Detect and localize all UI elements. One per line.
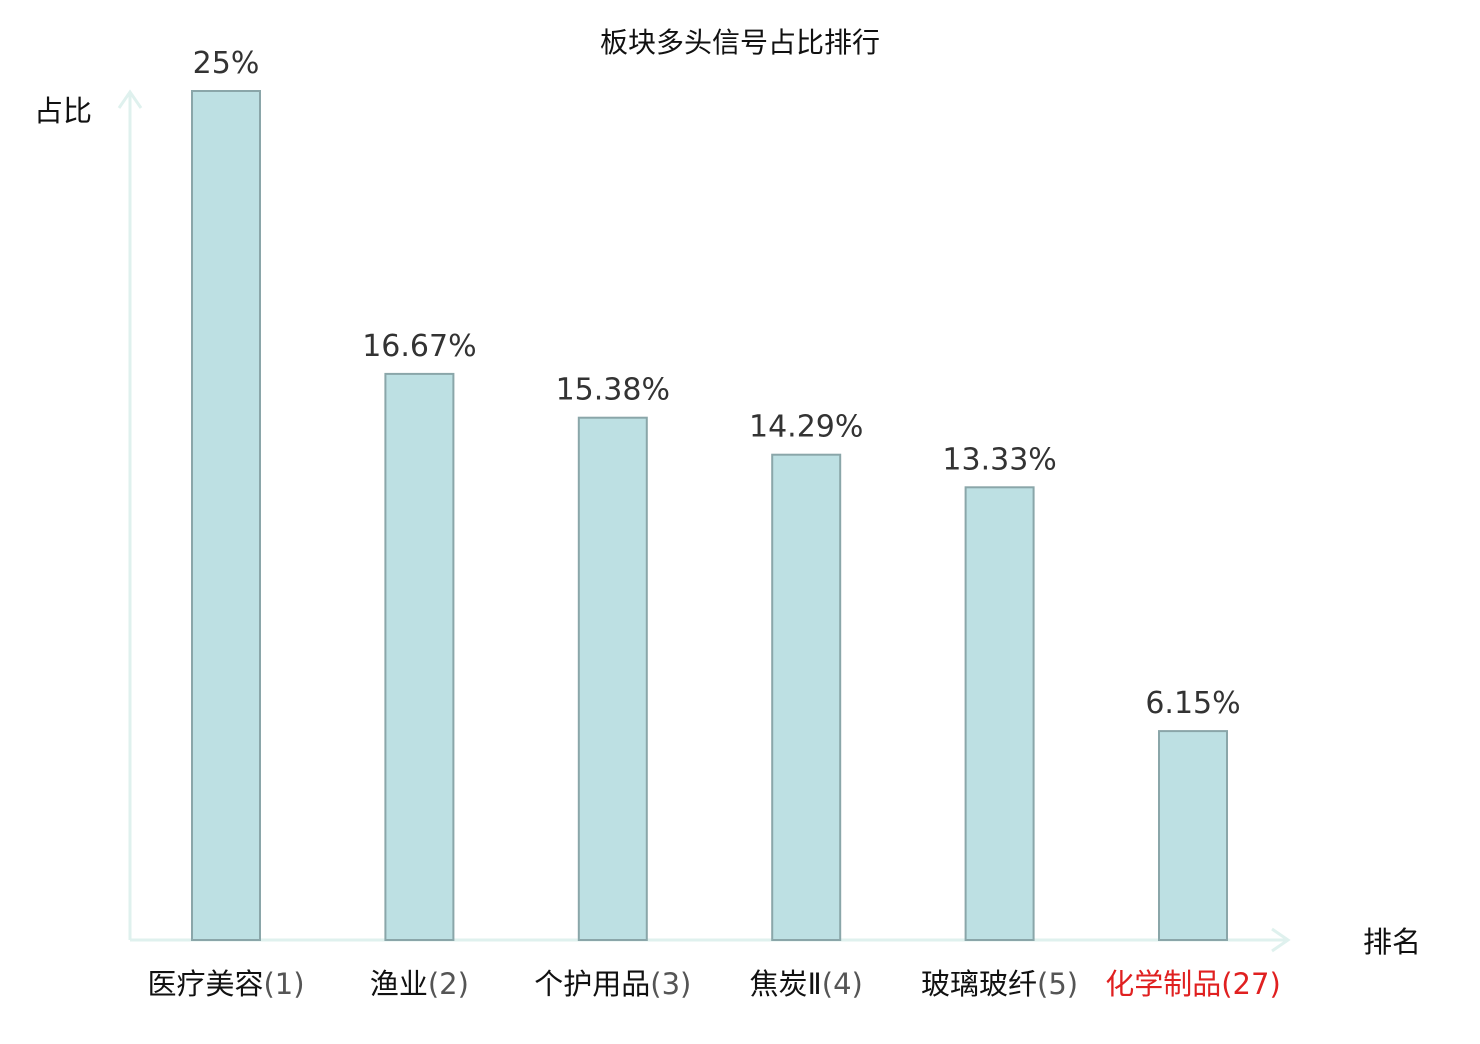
value-label-2: 16.67%	[362, 329, 476, 364]
bar-5	[964, 486, 1035, 941]
category-label-1: 医疗美容(1)	[147, 967, 304, 1001]
category-name-6: 化学制品	[1105, 967, 1221, 1001]
axes	[117, 89, 1291, 953]
category-label-2: 渔业(2)	[370, 967, 469, 1001]
category-label-5: 玻璃玻纤(5)	[921, 967, 1078, 1001]
category-rank-4: (4)	[822, 967, 863, 1001]
category-label-3: 个护用品(3)	[534, 967, 691, 1001]
x-axis-arrow	[1271, 927, 1291, 953]
x-axis-label: 排名	[1363, 925, 1421, 959]
y-axis-label: 占比	[34, 94, 92, 128]
category-rank-1: (1)	[263, 967, 304, 1001]
chart-title: 板块多头信号占比排行	[600, 26, 880, 59]
category-rank-2: (2)	[428, 967, 469, 1001]
category-name-5: 玻璃玻纤	[921, 967, 1037, 1001]
category-rank-5: (5)	[1037, 967, 1078, 1001]
category-name-3: 个护用品	[534, 967, 650, 1001]
category-label-6: 化学制品(27)	[1105, 967, 1281, 1001]
value-label-1: 25%	[193, 46, 260, 81]
value-labels: 25% 16.67% 15.38% 14.29% 13.33% 6.15%	[193, 46, 1241, 721]
category-name-1: 医疗美容	[147, 967, 263, 1001]
bar-1	[191, 90, 261, 941]
value-label-5: 13.33%	[942, 442, 1056, 477]
category-name-2: 渔业	[370, 967, 428, 1001]
bar-2	[384, 372, 455, 941]
bar-3	[577, 416, 648, 941]
category-name-4: 焦炭Ⅱ	[750, 967, 822, 1001]
category-labels: 医疗美容(1) 渔业(2) 个护用品(3) 焦炭Ⅱ(4) 玻璃玻纤(5) 化学制品(27)	[147, 967, 1280, 1001]
bar-6	[1158, 730, 1228, 941]
value-label-4: 14.29%	[749, 410, 863, 445]
bar-4	[771, 453, 842, 941]
category-rank-3: (3)	[650, 967, 691, 1001]
value-label-6: 6.15%	[1145, 686, 1240, 721]
category-rank-6: (27)	[1221, 967, 1281, 1001]
category-label-4: 焦炭Ⅱ(4)	[750, 967, 863, 1001]
value-label-3: 15.38%	[556, 373, 670, 408]
bars	[191, 90, 1228, 941]
y-axis-arrow	[117, 89, 143, 109]
